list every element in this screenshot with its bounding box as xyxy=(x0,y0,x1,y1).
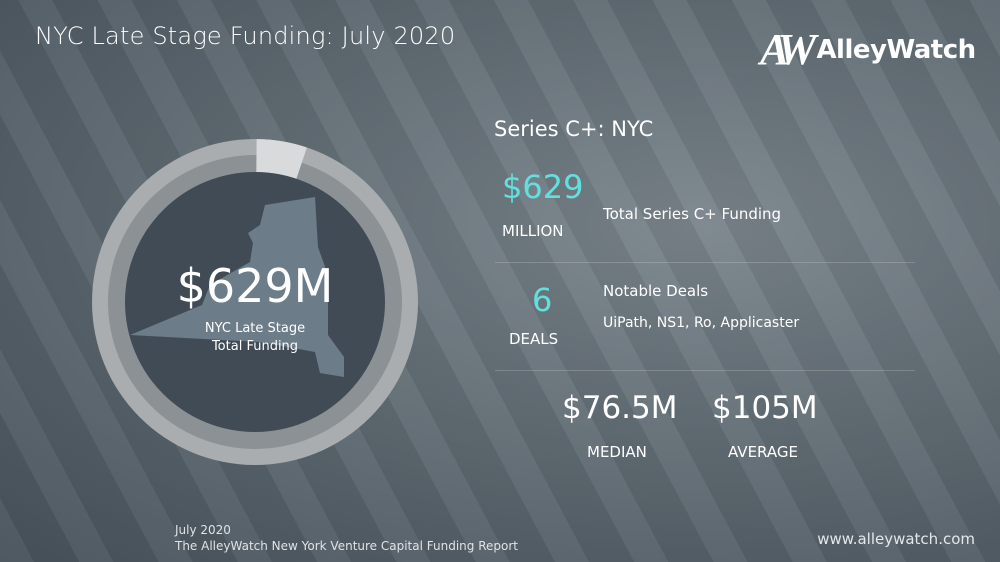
new-york-state-map xyxy=(130,197,344,377)
funding-value: $629 xyxy=(502,168,584,206)
page-title: NYC Late Stage Funding: July 2020 xyxy=(35,22,456,50)
median-label: MEDIAN xyxy=(587,443,647,461)
average-value: $105M xyxy=(712,390,818,426)
section-subtitle: Series C+: NYC xyxy=(494,117,654,141)
divider xyxy=(495,370,915,371)
deals-value: 6 xyxy=(532,281,553,319)
footer-date: July 2020 xyxy=(175,523,231,537)
website-link[interactable]: www.alleywatch.com xyxy=(817,530,975,548)
deals-unit: DEALS xyxy=(509,330,559,348)
funding-donut: $629M NYC Late Stage Total Funding xyxy=(92,139,418,465)
funding-unit: MILLION xyxy=(502,222,564,240)
deals-list: UiPath, NS1, Ro, Applicaster xyxy=(603,315,800,331)
logo-text: AlleyWatch xyxy=(816,34,976,65)
median-value: $76.5M xyxy=(562,390,678,426)
donut-label-line1: NYC Late Stage xyxy=(205,321,305,336)
divider xyxy=(495,262,915,263)
donut-highlight-segment xyxy=(256,139,307,179)
donut-label-line2: Total Funding xyxy=(211,339,298,354)
footer-report: The AlleyWatch New York Venture Capital … xyxy=(175,539,518,553)
donut-value: $629M xyxy=(177,259,334,313)
average-label: AVERAGE xyxy=(728,443,798,461)
logo: AW AlleyWatch xyxy=(760,24,976,75)
deals-label: Notable Deals xyxy=(603,282,709,300)
logo-mark: AW xyxy=(760,25,817,74)
funding-label: Total Series C+ Funding xyxy=(603,205,782,223)
